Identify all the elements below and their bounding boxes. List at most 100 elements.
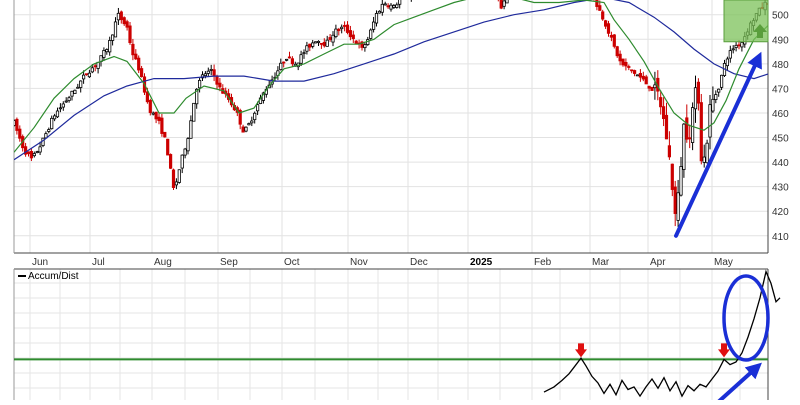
candle-body-66 [203, 73, 207, 77]
candle-body-0 [14, 120, 16, 126]
candle-body-228 [673, 186, 677, 214]
candle-body-262 [773, 0, 775, 4]
candle-body-38 [122, 17, 126, 25]
candle-body-65 [200, 74, 205, 79]
candle-body-207 [612, 34, 616, 47]
price-trend-arrow [674, 51, 762, 238]
candle-body-69 [212, 69, 216, 77]
candle-body-237 [699, 102, 703, 162]
candle-body-28 [93, 65, 97, 68]
candle-body-114 [342, 25, 347, 27]
candle-body-169 [502, 0, 506, 7]
candle-body-206 [609, 34, 614, 38]
candle-body-168 [499, 0, 503, 9]
x-tick-0: Jun [32, 257, 48, 268]
candle-body-58 [180, 154, 184, 169]
candle-body-238 [702, 156, 706, 163]
candle-body-116 [348, 30, 353, 38]
candle-body-221 [653, 84, 657, 89]
candle-body-31 [102, 50, 106, 58]
candle-body-239 [705, 142, 709, 164]
candle-body-110 [331, 34, 335, 43]
highlight-ellipse [722, 274, 770, 362]
candle-body-112 [337, 28, 341, 32]
candle-body-6 [29, 151, 34, 159]
candle-body-103 [311, 42, 315, 47]
x-tick-3: Sep [220, 257, 238, 268]
candle-body-225 [664, 114, 669, 140]
candle-body-118 [354, 40, 358, 44]
candle-body-233 [688, 137, 692, 140]
candle-body-115 [345, 24, 350, 33]
x-tick-8: Feb [534, 257, 552, 268]
candle-body-14 [53, 115, 57, 120]
candle-body-121 [363, 44, 367, 49]
candle-body-24 [82, 74, 86, 80]
candle-body-53 [166, 138, 170, 156]
candle-body-57 [177, 169, 181, 183]
candle-body-54 [168, 154, 173, 169]
candle-body-63 [195, 88, 199, 105]
price-y-tick-7: 480 [772, 60, 789, 71]
candle-body-220 [650, 86, 654, 91]
candle-body-108 [325, 39, 329, 47]
candle-body-84 [255, 104, 260, 112]
candle-body-46 [145, 91, 149, 103]
candle-body-213 [630, 69, 634, 72]
candle-body-96 [290, 58, 295, 65]
candle-body-214 [633, 70, 637, 74]
candle-body-83 [253, 112, 257, 121]
candle-body-61 [189, 120, 193, 139]
candle-body-52 [163, 131, 167, 138]
candle-body-128 [383, 3, 387, 6]
candle-body-40 [128, 25, 132, 44]
candle-body-82 [250, 120, 254, 124]
candle-body-8 [35, 151, 39, 154]
candle-body-67 [206, 70, 210, 74]
candle-body-117 [351, 34, 355, 40]
candle-body-50 [157, 116, 161, 121]
price-y-tick-4: 450 [772, 134, 789, 145]
candle-body-261 [770, 0, 772, 4]
price-y-tick-2: 430 [772, 183, 789, 194]
highlight-up-arrow [753, 24, 767, 38]
indicator-trend-arrow [714, 362, 762, 405]
candle-body-64 [197, 79, 202, 89]
price-plot-area [14, 0, 768, 253]
candle-body-264 [778, 2, 780, 6]
candle-body-60 [186, 138, 190, 152]
price-y-tick-5: 460 [772, 109, 789, 120]
candle-body-105 [316, 40, 321, 43]
x-tick-6: Dec [410, 257, 428, 268]
candle-body-33 [108, 40, 112, 53]
candle-body-27 [90, 67, 94, 73]
candle-body-232 [685, 117, 689, 140]
candle-body-246 [725, 58, 730, 67]
candle-body-7 [32, 153, 36, 157]
x-tick-7: 2025 [470, 257, 493, 268]
candle-body-227 [670, 163, 674, 190]
peak-marker-1 [718, 343, 730, 358]
candle-body-111 [334, 28, 338, 37]
candle-body-125 [374, 13, 379, 24]
candle-body-104 [313, 41, 318, 44]
candle-body-71 [218, 82, 222, 88]
candle-body-251 [740, 42, 744, 48]
candle-body-94 [284, 58, 289, 61]
candle-body-126 [377, 10, 382, 14]
candle-body-70 [215, 76, 219, 85]
candle-body-23 [79, 80, 83, 88]
candle-body-92 [279, 62, 283, 71]
candle-body-234 [691, 107, 695, 143]
candle-body-236 [696, 81, 701, 104]
candle-body-78 [238, 109, 242, 125]
candle-body-35 [113, 21, 118, 38]
candle-body-20 [70, 90, 74, 97]
candle-body-36 [116, 12, 120, 21]
x-tick-10: Apr [650, 257, 666, 268]
price-y-tick-1: 420 [772, 207, 789, 218]
peak-marker-0 [575, 343, 587, 358]
x-tick-4: Oct [284, 257, 300, 268]
candle-body-250 [737, 44, 741, 47]
